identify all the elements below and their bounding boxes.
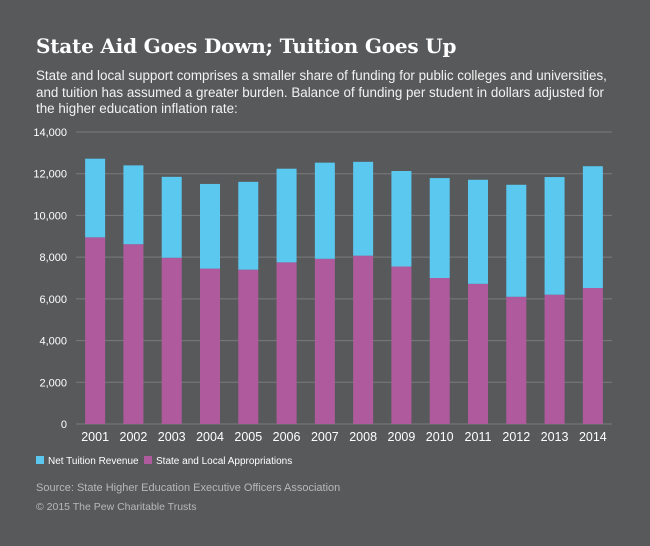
chart-subtitle: State and local support comprises a smal… xyxy=(36,68,607,116)
x-tick-label: 2013 xyxy=(541,430,569,444)
bar-state-local-appropriations xyxy=(544,294,565,424)
y-tick-label: 2,000 xyxy=(39,377,67,389)
x-tick-label: 2007 xyxy=(311,430,339,444)
x-tick-label: 2014 xyxy=(579,430,607,444)
bar-net-tuition-revenue xyxy=(391,171,412,267)
legend-swatch-state-local xyxy=(144,456,152,464)
y-tick-label: 6,000 xyxy=(39,294,67,306)
bar-net-tuition-revenue xyxy=(468,179,488,284)
y-tick-label: 10,000 xyxy=(33,210,67,222)
bar-state-local-appropriations xyxy=(429,278,450,424)
bar-net-tuition-revenue xyxy=(429,178,450,278)
bar-state-local-appropriations xyxy=(314,258,335,424)
gridlines xyxy=(76,131,612,425)
bar-net-tuition-revenue xyxy=(582,166,603,289)
bar-state-local-appropriations xyxy=(506,296,527,424)
bar-net-tuition-revenue xyxy=(353,161,374,256)
bar-net-tuition-revenue xyxy=(314,162,335,259)
bar-state-local-appropriations xyxy=(468,283,488,424)
x-tick-label: 2012 xyxy=(502,430,530,444)
y-tick-label: 12,000 xyxy=(33,169,67,181)
x-tick-label: 2002 xyxy=(120,430,148,444)
source-note: Source: State Higher Education Executive… xyxy=(36,482,341,494)
bar-state-local-appropriations xyxy=(161,257,182,424)
x-axis: 2001 2002 2003 2004 2005 2006 2007 2008 2009 2010… xyxy=(81,430,607,444)
x-tick-label: 2010 xyxy=(426,430,454,444)
y-axis: 0 2,000 4,000 6,000 8,000 10,000 12,000 14,000 xyxy=(33,127,67,431)
legend-label: Net Tuition Revenue xyxy=(48,456,139,467)
legend-swatch-net-tuition xyxy=(36,456,44,464)
y-tick-label: 14,000 xyxy=(33,127,67,139)
bar-state-local-appropriations xyxy=(85,237,106,424)
chart-title: State Aid Goes Down; Tuition Goes Up xyxy=(36,34,457,58)
bar-net-tuition-revenue xyxy=(161,176,182,258)
x-tick-label: 2008 xyxy=(349,430,377,444)
y-tick-label: 8,000 xyxy=(39,252,67,264)
x-tick-label: 2005 xyxy=(234,430,262,444)
bar-state-local-appropriations xyxy=(391,266,412,424)
bar-net-tuition-revenue xyxy=(544,177,565,295)
legend: Net Tuition Revenue State and Local Appro… xyxy=(36,456,292,467)
x-tick-label: 2011 xyxy=(465,430,492,444)
bar-net-tuition-revenue xyxy=(276,168,297,263)
bar-state-local-appropriations xyxy=(582,288,603,424)
bar-net-tuition-revenue xyxy=(238,181,259,270)
bar-state-local-appropriations xyxy=(276,262,297,424)
x-tick-label: 2006 xyxy=(273,430,301,444)
x-tick-label: 2009 xyxy=(388,430,416,444)
bars xyxy=(85,158,603,424)
copyright-note: © 2015 The Pew Charitable Trusts xyxy=(36,501,197,513)
bar-state-local-appropriations xyxy=(353,255,374,424)
x-tick-label: 2003 xyxy=(158,430,186,444)
bar-net-tuition-revenue xyxy=(85,158,106,238)
bar-net-tuition-revenue xyxy=(123,165,144,245)
legend-label: State and Local Appropriations xyxy=(156,456,292,467)
y-tick-label: 0 xyxy=(61,419,67,431)
bar-net-tuition-revenue xyxy=(506,184,527,297)
y-tick-label: 4,000 xyxy=(39,336,67,348)
bar-state-local-appropriations xyxy=(238,269,259,424)
bar-state-local-appropriations xyxy=(123,244,144,424)
x-tick-label: 2004 xyxy=(196,430,224,444)
bar-state-local-appropriations xyxy=(200,268,220,424)
bar-net-tuition-revenue xyxy=(200,183,220,269)
x-tick-label: 2001 xyxy=(81,430,109,444)
